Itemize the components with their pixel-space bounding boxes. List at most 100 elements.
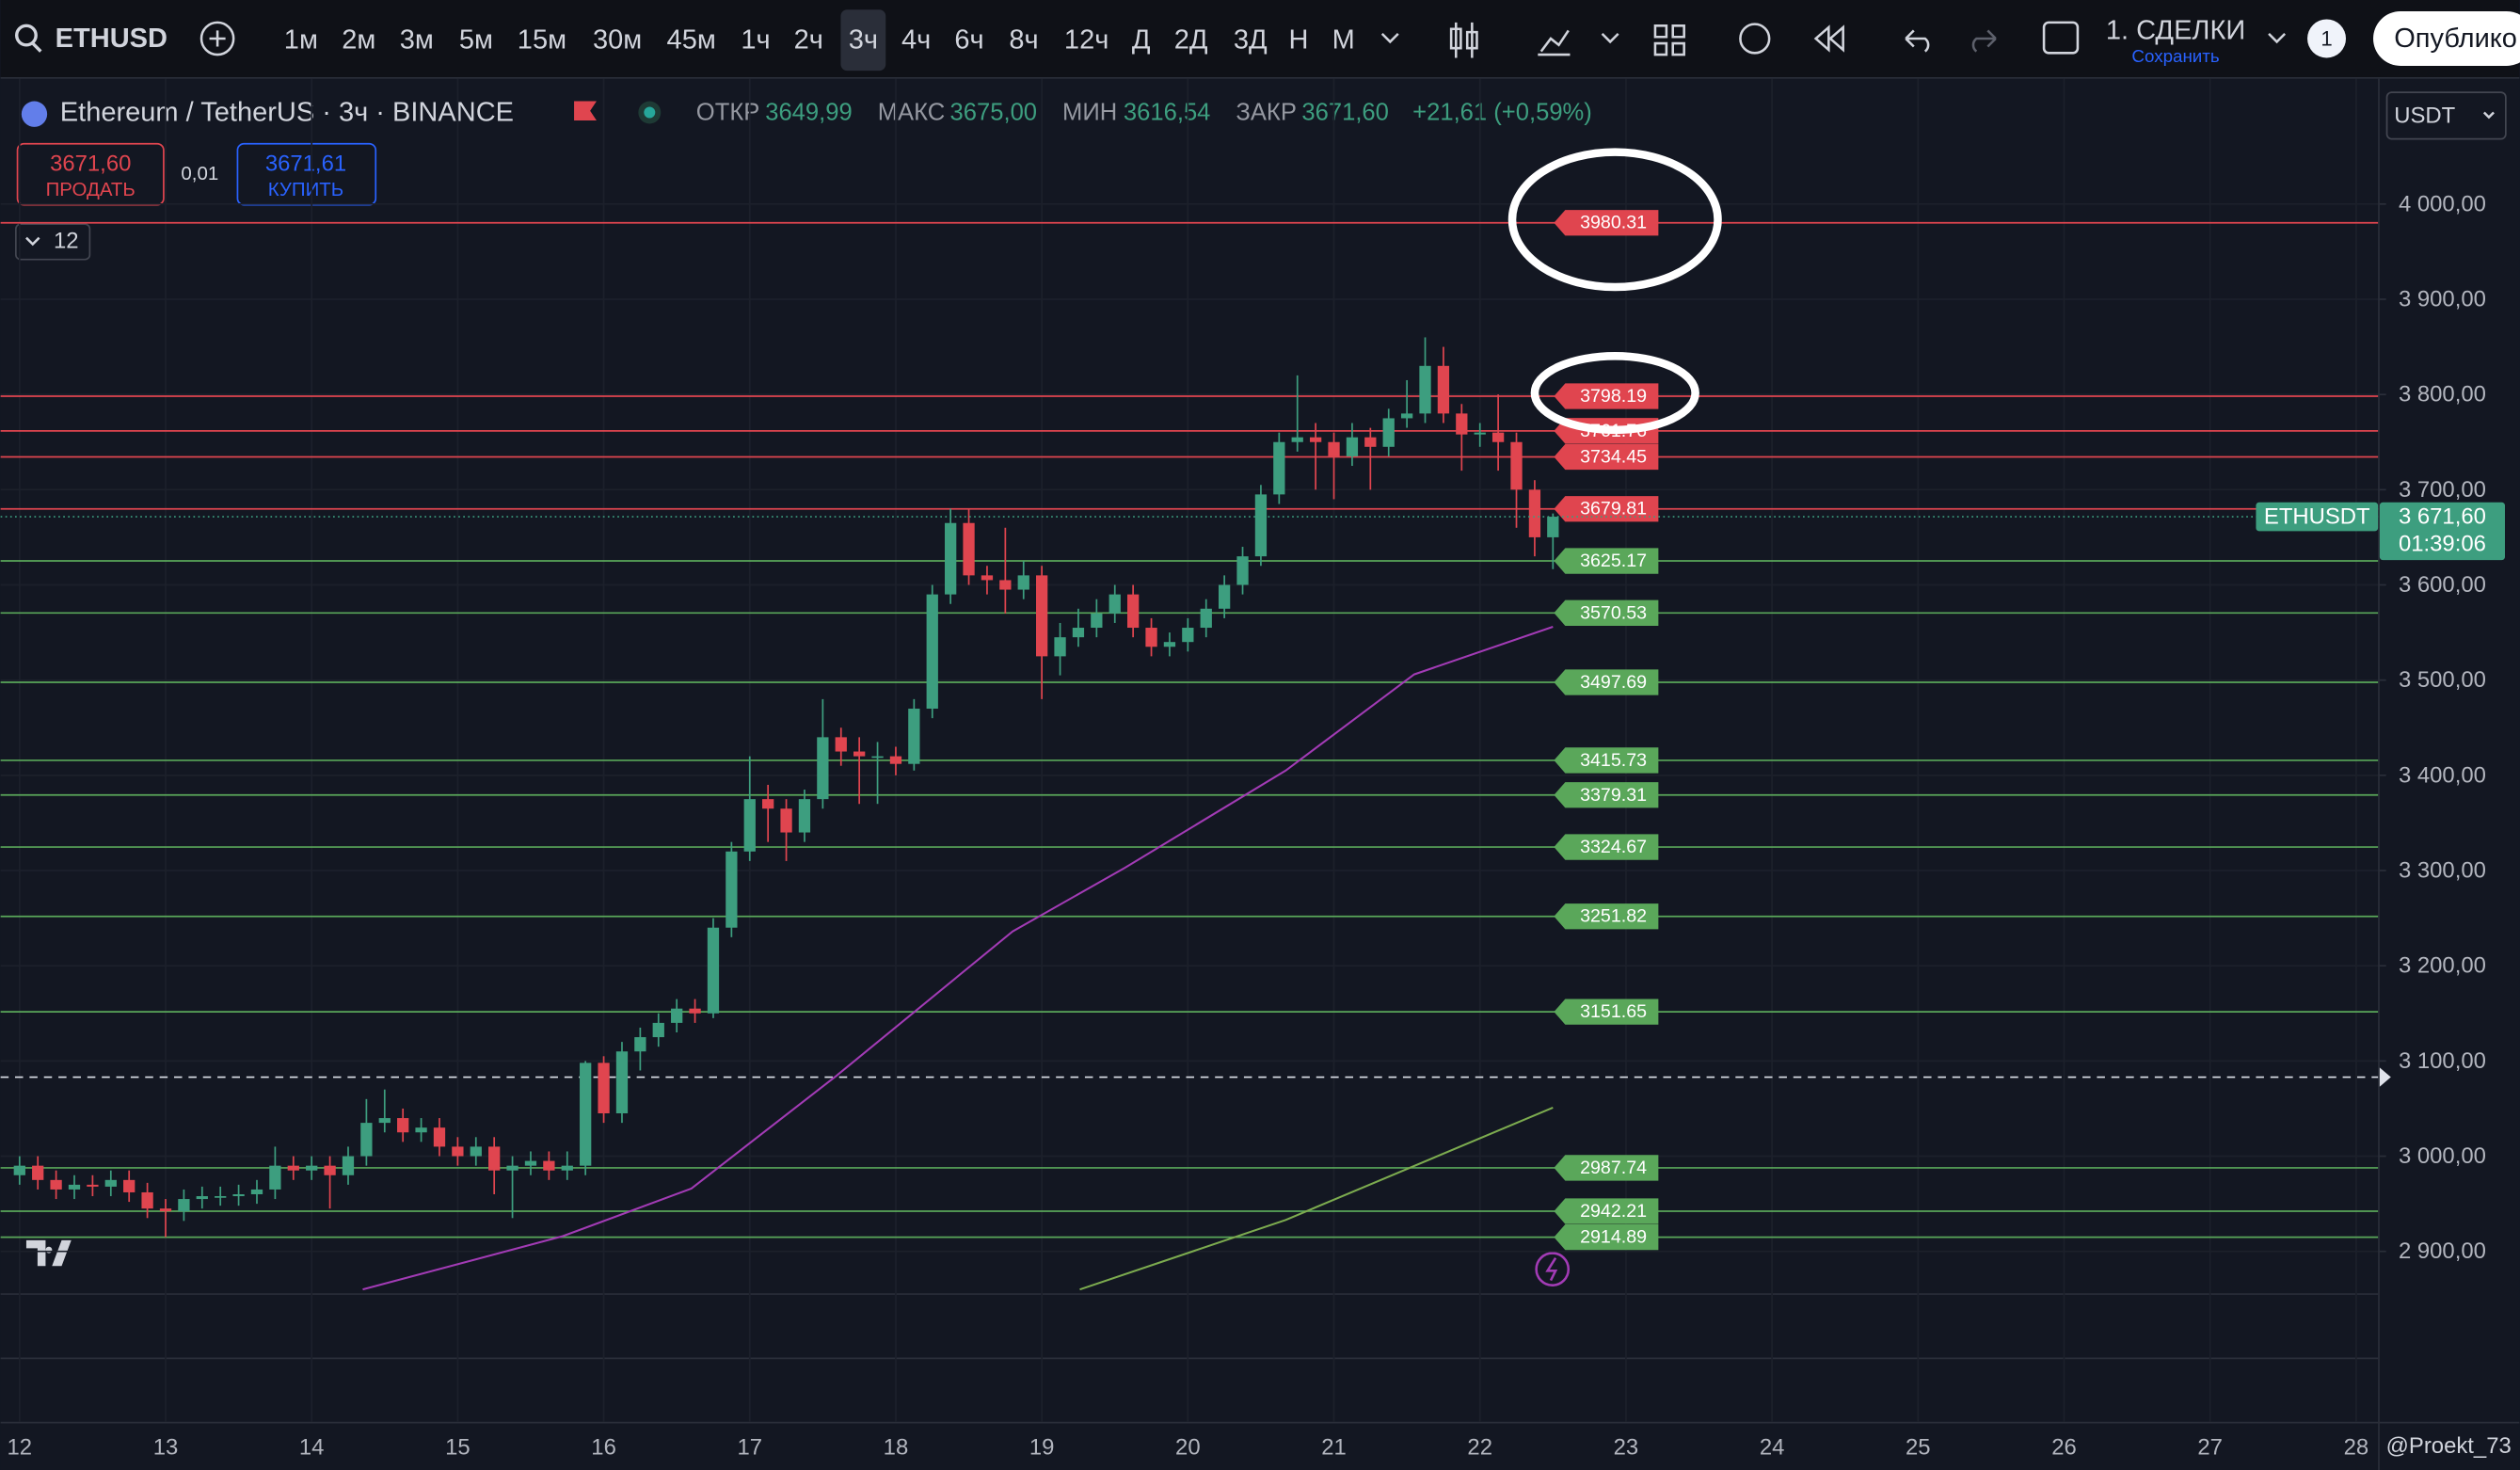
level-label: 3379.31: [1580, 785, 1647, 806]
candle-body: [945, 522, 957, 595]
ohlc-value: 3675,00: [950, 99, 1038, 125]
countdown: 01:39:06: [2399, 532, 2486, 557]
level-label-bg: [1554, 1223, 1659, 1251]
interval[interactable]: 1м: [284, 25, 318, 56]
candle-body: [1364, 437, 1377, 447]
interval[interactable]: 5м: [459, 25, 493, 56]
moving-average: [1079, 1106, 1554, 1291]
interval[interactable]: 15м: [518, 25, 566, 56]
candle-body: [1491, 432, 1505, 442]
candle-body: [871, 756, 884, 759]
interval[interactable]: 2Д: [1174, 25, 1208, 56]
x-tick-label: 26: [2051, 1435, 2077, 1461]
candle-body: [306, 1165, 318, 1171]
level-label: 3415.73: [1580, 750, 1647, 771]
interval[interactable]: Н: [1288, 25, 1308, 56]
interval[interactable]: 3м: [400, 25, 434, 56]
undo-icon[interactable]: [1905, 29, 1930, 53]
plus: [209, 30, 226, 47]
level-label-bg: [1554, 1198, 1659, 1224]
y-tick-label: 3 100,00: [2399, 1048, 2486, 1074]
candle-body: [50, 1179, 62, 1190]
flag[interactable]: [574, 101, 597, 121]
level-label: 3625.17: [1580, 551, 1647, 571]
ohlc-label: МИН: [1062, 99, 1117, 125]
ohlc: ОТКР 3649,99 МАКС 3675,00 МИН 3616,54 ЗАКР 3671…: [696, 99, 1389, 125]
fullscreen-icon[interactable]: [2042, 21, 2080, 55]
replay-icon[interactable]: [1813, 24, 1844, 53]
candle-body: [634, 1037, 646, 1052]
interval[interactable]: 12ч: [1064, 25, 1108, 56]
currency-select[interactable]: [2385, 91, 2507, 140]
candle-body: [1182, 628, 1194, 643]
chart-type-icon[interactable]: [1449, 22, 1478, 58]
save-label[interactable]: Сохранить: [2131, 46, 2219, 66]
interval[interactable]: Д: [1132, 25, 1151, 56]
search-icon[interactable]: [14, 24, 38, 47]
dashed-level-arrow: [2379, 1067, 2391, 1087]
interval[interactable]: 3ч: [849, 25, 878, 56]
symbol-title: Ethereum / TetherUS · 3ч · BINANCE: [60, 97, 514, 127]
buy-price: 3671,61: [265, 152, 346, 177]
candle-body: [1017, 575, 1029, 590]
highlight-circle: [1530, 352, 1699, 435]
candle-body: [1382, 418, 1395, 447]
redo-icon[interactable]: [1971, 29, 1997, 53]
candle-body: [615, 1051, 629, 1114]
y-tick-label: 3 500,00: [2399, 667, 2486, 693]
interval[interactable]: М: [1332, 25, 1355, 56]
candle-body: [1236, 556, 1249, 585]
active-interval-bg: [840, 9, 886, 72]
interval[interactable]: 6ч: [954, 25, 983, 56]
level-label: 3798.19: [1580, 386, 1647, 407]
badge[interactable]: [2307, 19, 2347, 58]
chevron[interactable]: [1380, 32, 1399, 44]
layout-icon[interactable]: [1653, 24, 1685, 56]
interval[interactable]: 3Д: [1234, 25, 1268, 56]
candle-body: [415, 1127, 427, 1133]
chevron[interactable]: [1601, 32, 1619, 44]
level-label-bg: [1554, 1155, 1659, 1181]
intervals: 1м 2м 3м 5м 15м 30м 45м 1ч 2ч 3ч 4ч 6ч 8ч 12ч Д 2Д 3Д Н М: [284, 9, 1355, 72]
ohlc-value: 3649,99: [765, 99, 853, 125]
candle-body: [506, 1165, 518, 1171]
level-label-bg: [1554, 443, 1659, 471]
event-icon[interactable]: [1535, 1252, 1571, 1286]
interval[interactable]: 4ч: [901, 25, 931, 56]
watermark: @Proekt_73: [2386, 1433, 2512, 1459]
publish-label: Опублико: [2394, 24, 2517, 54]
interval[interactable]: 45м: [667, 25, 716, 56]
interval[interactable]: 30м: [593, 25, 642, 56]
candle-body: [1218, 584, 1231, 609]
price-axis-label-bg: [2379, 502, 2506, 561]
alert-icon[interactable]: [1739, 23, 1771, 55]
indicators-icon[interactable]: [1538, 29, 1571, 56]
layout-name[interactable]: 1. СДЕЛКИ: [2106, 15, 2245, 45]
ohlc-label: ЗАКР: [1236, 99, 1297, 125]
candle-body: [1254, 494, 1268, 557]
plot: 12 13 14 15 16 17 18 19 20 21 22 23 24 25 26 27 28 2 900,…: [0, 78, 2506, 1461]
add-symbol[interactable]: [199, 21, 235, 56]
candle-body: [1419, 365, 1431, 414]
level-label-bg: [1554, 210, 1659, 236]
level-label-bg: [1554, 548, 1659, 574]
level-label: 3497.69: [1580, 672, 1647, 693]
candle-body: [926, 594, 938, 710]
interval[interactable]: 2ч: [794, 25, 823, 56]
interval[interactable]: 8ч: [1009, 25, 1038, 56]
publish-button[interactable]: [2373, 10, 2520, 66]
event-icon: [1545, 1256, 1558, 1282]
interval[interactable]: 1ч: [741, 25, 770, 56]
candle-body: [123, 1179, 136, 1192]
candle-body: [1273, 441, 1285, 495]
interval[interactable]: 2м: [342, 25, 375, 56]
candle-body: [1091, 613, 1103, 629]
symbol[interactable]: ETHUSD: [56, 24, 167, 54]
candle-body: [488, 1146, 501, 1171]
sell-label: ПРОДАТЬ: [46, 179, 136, 200]
indicators-toggle[interactable]: [14, 223, 91, 261]
x-tick-label: 20: [1175, 1435, 1201, 1461]
chevron[interactable]: [2268, 32, 2287, 44]
candle-body: [598, 1063, 610, 1114]
